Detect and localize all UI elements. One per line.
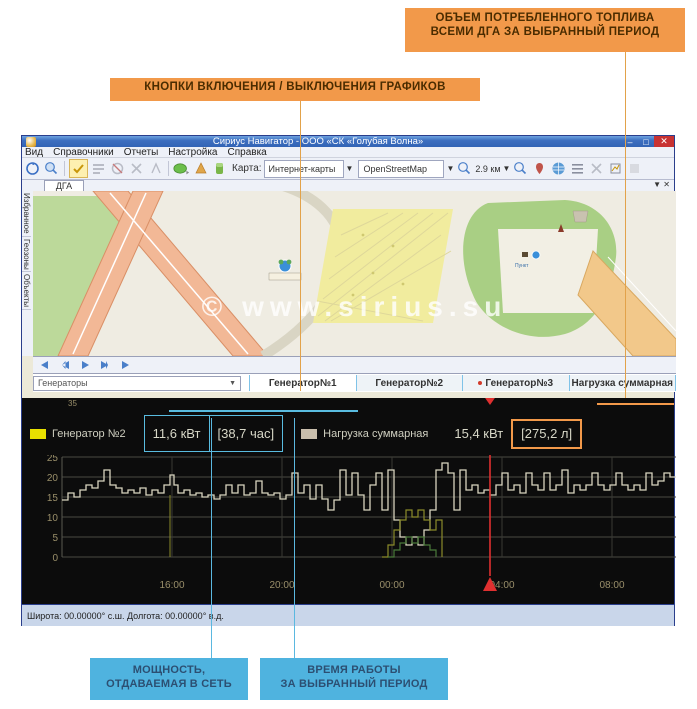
- svg-text:20:00: 20:00: [269, 580, 294, 591]
- svg-text:16:00: 16:00: [159, 580, 184, 591]
- svg-text:0: 0: [52, 553, 58, 564]
- svg-text:10: 10: [47, 513, 59, 524]
- svg-text:20: 20: [47, 473, 59, 484]
- svg-text:5: 5: [52, 533, 58, 544]
- svg-text:Пункт: Пункт: [515, 263, 529, 269]
- svg-text:08:00: 08:00: [599, 580, 624, 591]
- svg-text:00:00: 00:00: [379, 580, 404, 591]
- svg-text:25: 25: [47, 455, 59, 464]
- svg-text:15: 15: [47, 493, 59, 504]
